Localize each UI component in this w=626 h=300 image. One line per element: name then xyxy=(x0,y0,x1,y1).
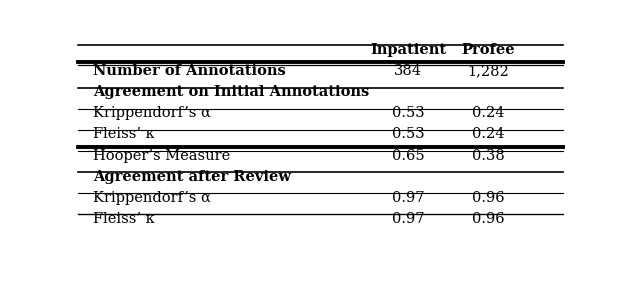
Text: 0.96: 0.96 xyxy=(472,191,505,205)
Text: 0.24: 0.24 xyxy=(472,106,505,120)
Text: Fleiss’ κ: Fleiss’ κ xyxy=(93,128,155,142)
Text: Krippendorf’s α: Krippendorf’s α xyxy=(93,106,211,120)
Text: Inpatient: Inpatient xyxy=(370,43,446,57)
Text: Fleiss’ κ: Fleiss’ κ xyxy=(93,212,155,226)
Text: 0.53: 0.53 xyxy=(392,106,424,120)
Text: Hooper’s Measure: Hooper’s Measure xyxy=(93,148,230,163)
Text: 0.38: 0.38 xyxy=(472,148,505,163)
Text: Agreement after Review: Agreement after Review xyxy=(93,170,291,184)
Text: 0.96: 0.96 xyxy=(472,212,505,226)
Text: Number of Annotations: Number of Annotations xyxy=(93,64,285,78)
Text: Agreement on Initial Annotations: Agreement on Initial Annotations xyxy=(93,85,369,99)
Text: 0.65: 0.65 xyxy=(392,148,424,163)
Text: 384: 384 xyxy=(394,64,422,78)
Text: 0.97: 0.97 xyxy=(392,191,424,205)
Text: 0.53: 0.53 xyxy=(392,128,424,142)
Text: 1,282: 1,282 xyxy=(468,64,509,78)
Text: 0.97: 0.97 xyxy=(392,212,424,226)
Text: Profee: Profee xyxy=(461,43,515,57)
Text: 0.24: 0.24 xyxy=(472,128,505,142)
Text: Krippendorf’s α: Krippendorf’s α xyxy=(93,191,211,205)
